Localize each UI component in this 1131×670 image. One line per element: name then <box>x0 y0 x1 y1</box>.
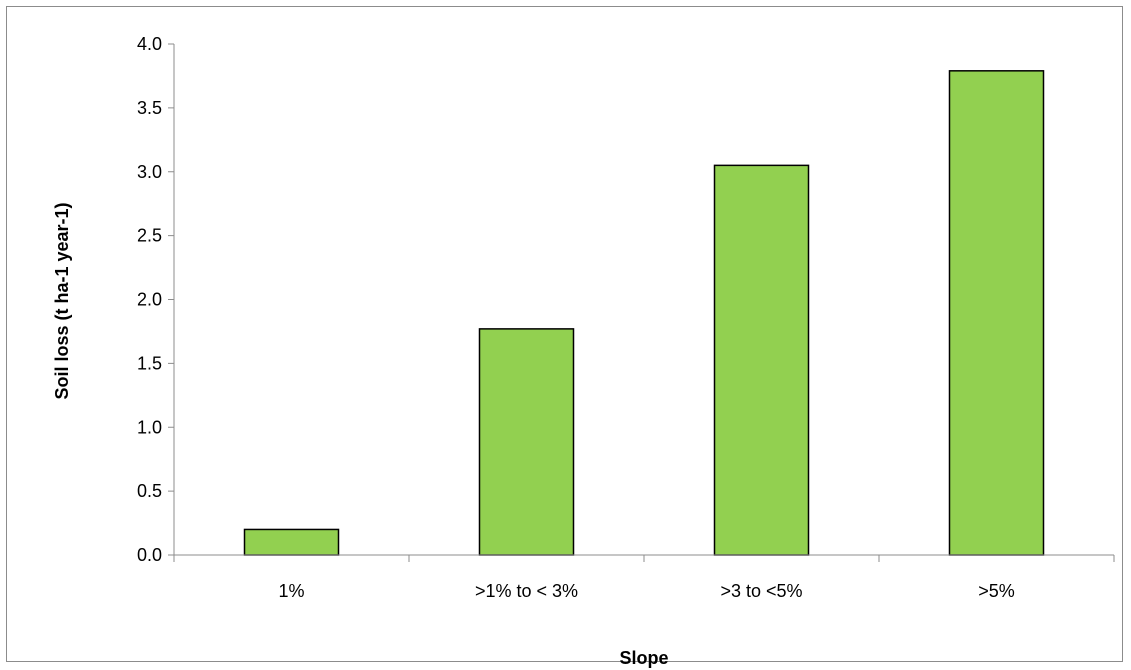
x-axis-title: Slope <box>619 648 668 668</box>
bars <box>243 70 1045 556</box>
y-tick-label: 1.5 <box>137 353 162 373</box>
bar <box>713 164 810 556</box>
axes <box>173 44 1115 562</box>
y-axis-ticks: 0.0 0.5 1.0 1.5 2.0 2.5 3.0 3.5 4.0 <box>137 34 174 565</box>
x-tick-label: >1% to < 3% <box>475 581 578 601</box>
y-tick-label: 4.0 <box>137 34 162 54</box>
x-axis-tick-labels: 1% >1% to < 3% >3 to <5% >5% <box>278 581 1014 601</box>
y-tick-label: 0.5 <box>137 481 162 501</box>
y-tick-label: 0.0 <box>137 545 162 565</box>
x-tick-label: >5% <box>978 581 1015 601</box>
y-tick-label: 3.5 <box>137 98 162 118</box>
x-tick-label: >3 to <5% <box>720 581 802 601</box>
y-tick-label: 3.0 <box>137 162 162 182</box>
bar <box>478 328 575 556</box>
bar <box>243 528 340 556</box>
x-tick-label: 1% <box>278 581 304 601</box>
y-tick-label: 1.0 <box>137 417 162 437</box>
y-axis-title: Soil loss (t ha-1 year-1) <box>52 202 72 399</box>
bar <box>948 70 1045 556</box>
y-tick-label: 2.0 <box>137 290 162 310</box>
y-tick-label: 2.5 <box>137 226 162 246</box>
